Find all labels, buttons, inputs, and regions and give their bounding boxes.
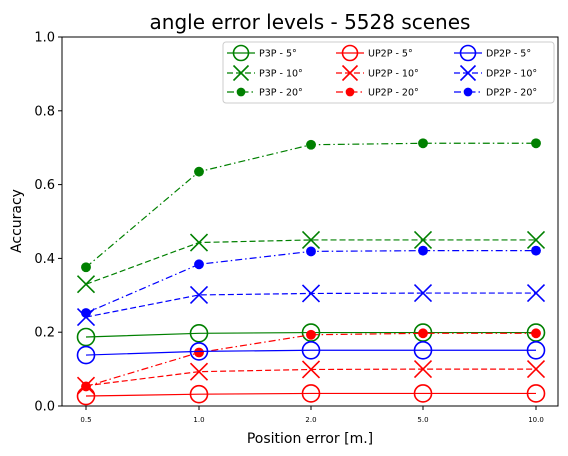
y-tick-label: 0.0 — [34, 400, 55, 415]
data-point — [189, 233, 209, 252]
data-point — [413, 230, 433, 250]
y-tick-label: 0.2 — [34, 326, 55, 341]
x-tick-label: 1.0 — [193, 416, 204, 424]
data-point — [306, 139, 316, 150]
data-point — [189, 362, 209, 381]
data-point — [526, 360, 546, 379]
data-point — [526, 284, 546, 303]
series-4 — [76, 360, 546, 395]
data-point — [306, 246, 316, 257]
legend-marker — [345, 87, 355, 97]
data-point — [413, 284, 433, 303]
plot-frame — [61, 36, 559, 407]
legend-item: DP2P - 5° — [454, 44, 531, 62]
data-point — [531, 138, 541, 149]
legend: P3P - 5° P3P - 10° P3P - 20° UP2P - 5° UP2P … — [222, 41, 555, 104]
data-point — [81, 308, 91, 318]
legend-label: UP2P - 20° — [368, 88, 419, 99]
data-point — [526, 230, 546, 250]
legend-item: DP2P - 10° — [454, 64, 537, 82]
data-point — [301, 384, 321, 403]
legend-label: P3P - 5° — [259, 49, 297, 60]
data-point — [76, 275, 96, 294]
legend-marker — [236, 87, 246, 97]
legend-label: P3P - 10° — [259, 69, 303, 80]
data-point — [81, 262, 91, 273]
data-point — [418, 328, 428, 339]
series-line — [85, 332, 536, 388]
data-point — [531, 328, 541, 339]
series-line — [85, 292, 536, 318]
data-point — [194, 259, 204, 270]
series-line — [85, 349, 536, 356]
legend-box — [222, 41, 555, 104]
series-7 — [76, 284, 546, 327]
legend-label: UP2P - 5° — [368, 49, 413, 60]
y-tick-label: 0.8 — [34, 104, 55, 119]
series-line — [85, 368, 536, 387]
legend-label: DP2P - 5° — [486, 49, 531, 60]
series-1 — [76, 230, 546, 294]
data-point — [531, 245, 541, 256]
legend-marker — [232, 64, 250, 82]
data-point — [189, 324, 209, 343]
legend-marker — [459, 64, 477, 82]
legend-item: P3P - 5° — [227, 44, 297, 62]
data-point — [301, 340, 321, 360]
x-tick-label: 5.0 — [417, 416, 428, 424]
series-8 — [81, 245, 541, 318]
legend-label: DP2P - 20° — [486, 88, 537, 99]
data-point — [413, 384, 433, 403]
data-point — [301, 284, 321, 303]
x-tick-label: 0.5 — [80, 416, 91, 424]
y-tick-label: 1.0 — [34, 31, 55, 46]
data-point — [306, 329, 316, 340]
series-line — [85, 239, 536, 285]
x-tick-label: 10.0 — [528, 416, 544, 424]
data-point — [418, 138, 428, 149]
data-point — [301, 360, 321, 379]
legend-item: P3P - 10° — [227, 64, 303, 82]
legend-item: UP2P - 5° — [336, 44, 413, 62]
legend-label: P3P - 20° — [259, 88, 303, 99]
data-point — [526, 384, 546, 403]
data-point — [418, 245, 428, 256]
chart-title: angle error levels - 5528 scenes — [150, 10, 471, 34]
data-point — [189, 342, 209, 361]
y-tick-label: 0.4 — [34, 252, 55, 267]
x-axis-label: Position error [m.] — [247, 431, 373, 447]
series-6 — [76, 340, 546, 365]
data-point — [76, 345, 96, 365]
legend-label: DP2P - 10° — [486, 69, 537, 80]
data-point — [189, 384, 209, 404]
legend-item: DP2P - 20° — [454, 88, 537, 99]
legend-item: UP2P - 20° — [336, 88, 419, 99]
legend-marker — [459, 44, 477, 62]
x-tick-label: 2.0 — [305, 416, 316, 424]
series-3 — [76, 384, 546, 406]
data-point — [413, 340, 433, 360]
series-2 — [81, 138, 541, 273]
legend-marker — [341, 44, 359, 62]
data-point — [526, 340, 546, 360]
legend-marker — [232, 44, 250, 62]
legend-label: UP2P - 10° — [368, 69, 419, 80]
series-5 — [81, 328, 541, 392]
y-axis-label: Accuracy — [9, 189, 25, 253]
data-point — [194, 347, 204, 358]
legend-item: P3P - 20° — [227, 88, 303, 99]
data-point — [194, 166, 204, 177]
data-point — [189, 285, 209, 304]
data-point — [301, 230, 321, 250]
data-point — [81, 381, 91, 392]
y-tick-label: 0.6 — [34, 178, 55, 193]
legend-marker — [341, 64, 359, 82]
legend-item: UP2P - 10° — [336, 64, 419, 82]
legend-marker — [463, 87, 473, 97]
series-line — [85, 392, 536, 397]
data-point — [76, 327, 96, 347]
data-point — [413, 360, 433, 379]
